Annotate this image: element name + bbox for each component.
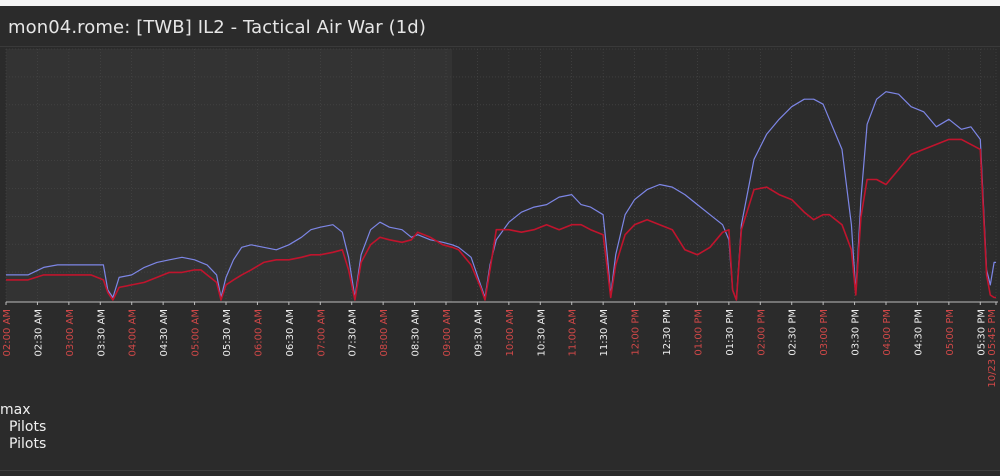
bottom-divider	[0, 470, 1000, 471]
x-tick-label: 11:00 AM	[568, 309, 579, 356]
x-tick-label: 08:30 AM	[411, 309, 422, 356]
x-tick-label: 07:00 AM	[316, 309, 327, 356]
x-tick-label: 02:30 PM	[788, 309, 799, 356]
x-tick-label: 01:30 PM	[725, 309, 736, 356]
plot-background-left	[6, 49, 452, 302]
top-border	[0, 0, 1000, 6]
x-tick-label: 03:30 AM	[96, 309, 107, 356]
x-tick-label: 02:00 PM	[756, 309, 767, 356]
x-tick-label: 08:00 AM	[379, 309, 390, 356]
legend-item-pilots-2: Pilots	[9, 436, 47, 452]
x-tick-label: 04:00 PM	[882, 309, 893, 356]
x-tick-label: 04:30 AM	[159, 309, 170, 356]
x-tick-label: 04:00 AM	[128, 309, 139, 356]
x-tick-label: 07:30 AM	[348, 309, 359, 356]
series-line-pilots	[6, 138, 996, 301]
line-chart: 02:00 AM 02:30 AM 03:00 AM 03:30 AM 04:00 AM…	[2, 48, 998, 388]
x-tick-label: 10:30 AM	[536, 309, 547, 356]
x-tick-label: 01:00 PM	[693, 309, 704, 356]
title-divider	[0, 46, 1000, 47]
series-lines	[6, 91, 996, 301]
plot-background-right	[452, 49, 994, 302]
x-tick-label: 05:00 PM	[945, 309, 956, 356]
x-tick-label: 12:30 PM	[662, 309, 673, 356]
x-tick-label: 06:00 AM	[253, 309, 264, 356]
legend-item-pilots-1: Pilots	[9, 419, 47, 435]
x-tick-label: 09:30 AM	[473, 309, 484, 356]
x-tick-label: 03:30 PM	[851, 309, 862, 356]
x-axis-ticks: 02:00 AM 02:30 AM 03:00 AM 03:30 AM 04:00 AM…	[2, 302, 998, 388]
x-tick-label: 04:30 PM	[913, 309, 924, 356]
legend-item-max: max	[0, 402, 31, 418]
x-tick-label: 11:30 AM	[599, 309, 610, 356]
x-tick-label: 03:00 PM	[819, 309, 830, 356]
x-tick-label: 06:30 AM	[285, 309, 296, 356]
x-tick-label: 12:00 PM	[631, 309, 642, 356]
x-tick-label: 02:00 AM	[2, 309, 13, 356]
x-tick-label: 02:30 AM	[33, 309, 44, 356]
series-line-max	[6, 91, 996, 301]
x-tick-label: 10/23 05:45 PM	[987, 309, 998, 388]
x-tick-label: 10:00 AM	[505, 309, 516, 356]
x-tick-label: 09:00 AM	[442, 309, 453, 356]
x-tick-label: 05:30 AM	[222, 309, 233, 356]
x-tick-label: 05:30 PM	[976, 309, 987, 356]
legend: max Pilots Pilots	[0, 402, 46, 453]
x-tick-label: 05:00 AM	[191, 309, 202, 356]
graph-title: mon04.rome: [TWB] IL2 - Tactical Air War…	[8, 17, 426, 38]
x-tick-label: 03:00 AM	[65, 309, 76, 356]
